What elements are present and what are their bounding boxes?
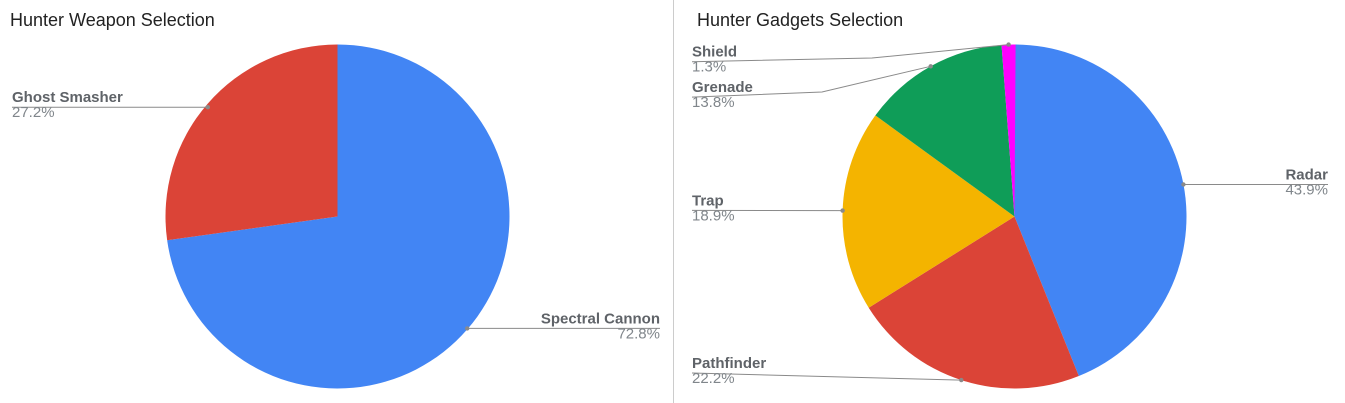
svg-text:72.8%: 72.8% [617,325,660,342]
svg-text:13.8%: 13.8% [692,94,735,111]
svg-text:22.2%: 22.2% [692,370,735,387]
svg-text:18.9%: 18.9% [692,207,735,224]
svg-text:27.2%: 27.2% [12,104,55,121]
svg-text:1.3%: 1.3% [692,59,726,76]
svg-text:43.9%: 43.9% [1285,182,1328,199]
